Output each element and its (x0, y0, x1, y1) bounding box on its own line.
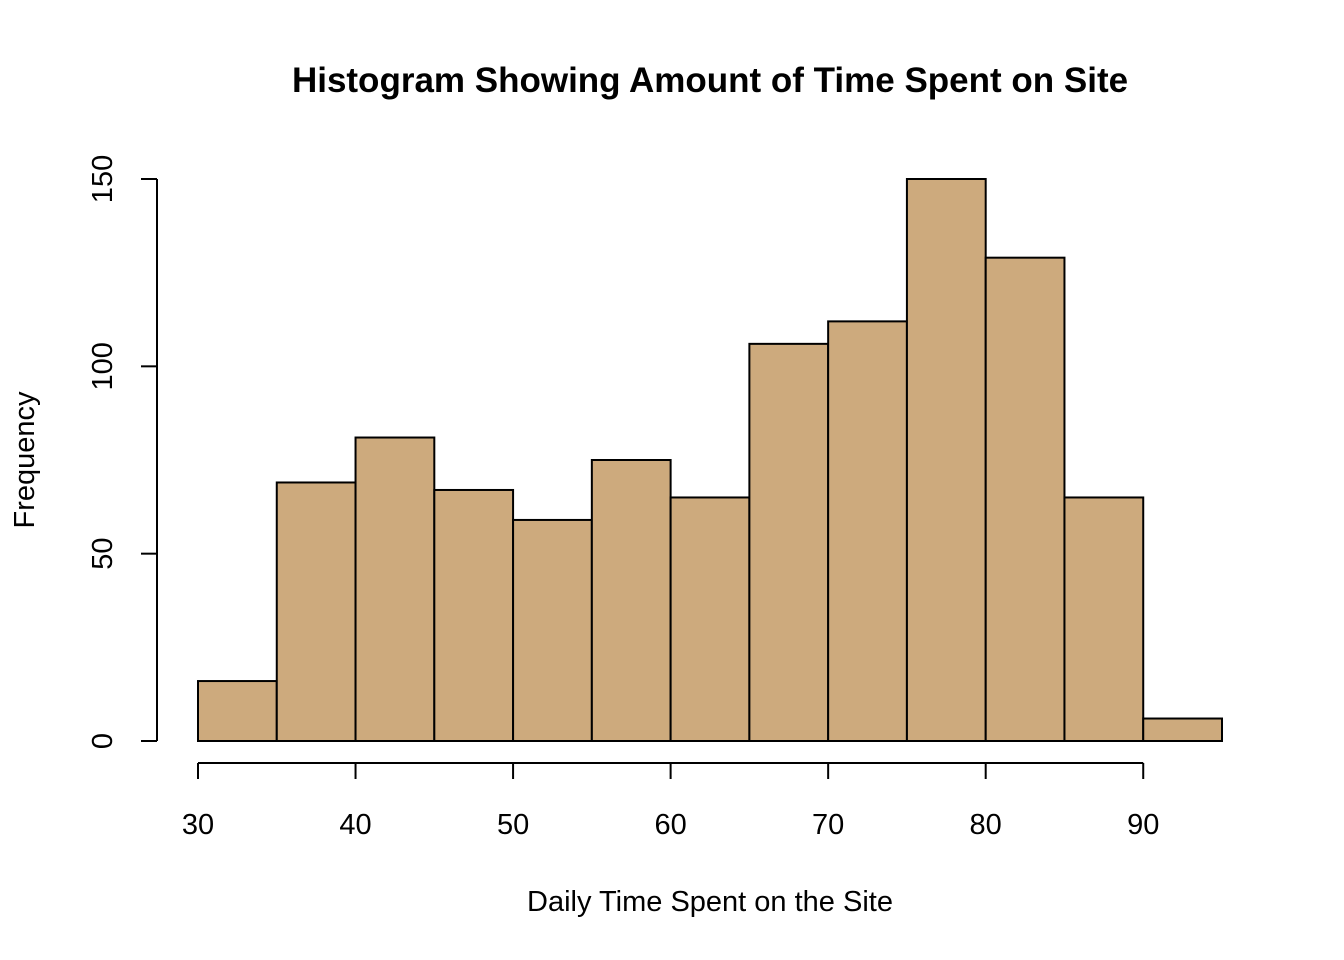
x-axis: 30 40 50 60 70 80 90 (182, 762, 1159, 841)
x-tick-label: 30 (182, 809, 214, 841)
x-tick-label: 80 (970, 809, 1002, 841)
y-tick-label: 50 (87, 538, 119, 570)
histogram-bar (275, 481, 357, 742)
histogram-bar (827, 320, 908, 742)
histogram-bar (354, 436, 436, 742)
histogram-bar (748, 342, 830, 742)
x-tick-label: 90 (1127, 809, 1159, 841)
y-tick-label: 100 (87, 342, 119, 390)
x-tick-label: 70 (812, 809, 844, 841)
histogram-bar (984, 256, 1066, 742)
y-tick-label: 150 (87, 155, 119, 203)
histogram-bar (433, 488, 515, 742)
x-tick-label: 40 (339, 809, 371, 841)
histogram-bar (197, 680, 278, 743)
histogram-bar (1142, 717, 1223, 743)
histogram-bar (905, 178, 987, 742)
x-tick-label: 50 (497, 809, 529, 841)
histogram-bar (669, 496, 751, 743)
y-axis: 0 50 100 150 (87, 155, 158, 749)
histogram-bar (512, 518, 593, 742)
x-axis-label: Daily Time Spent on the Site (527, 886, 893, 918)
chart-title: Histogram Showing Amount of Time Spent o… (292, 61, 1128, 100)
x-tick-label: 60 (654, 809, 686, 841)
y-axis-label: Frequency (9, 391, 41, 529)
y-tick-label: 0 (87, 733, 119, 749)
bars-group (197, 178, 1223, 743)
histogram-bar (1063, 496, 1145, 743)
histogram-bar (590, 459, 672, 742)
